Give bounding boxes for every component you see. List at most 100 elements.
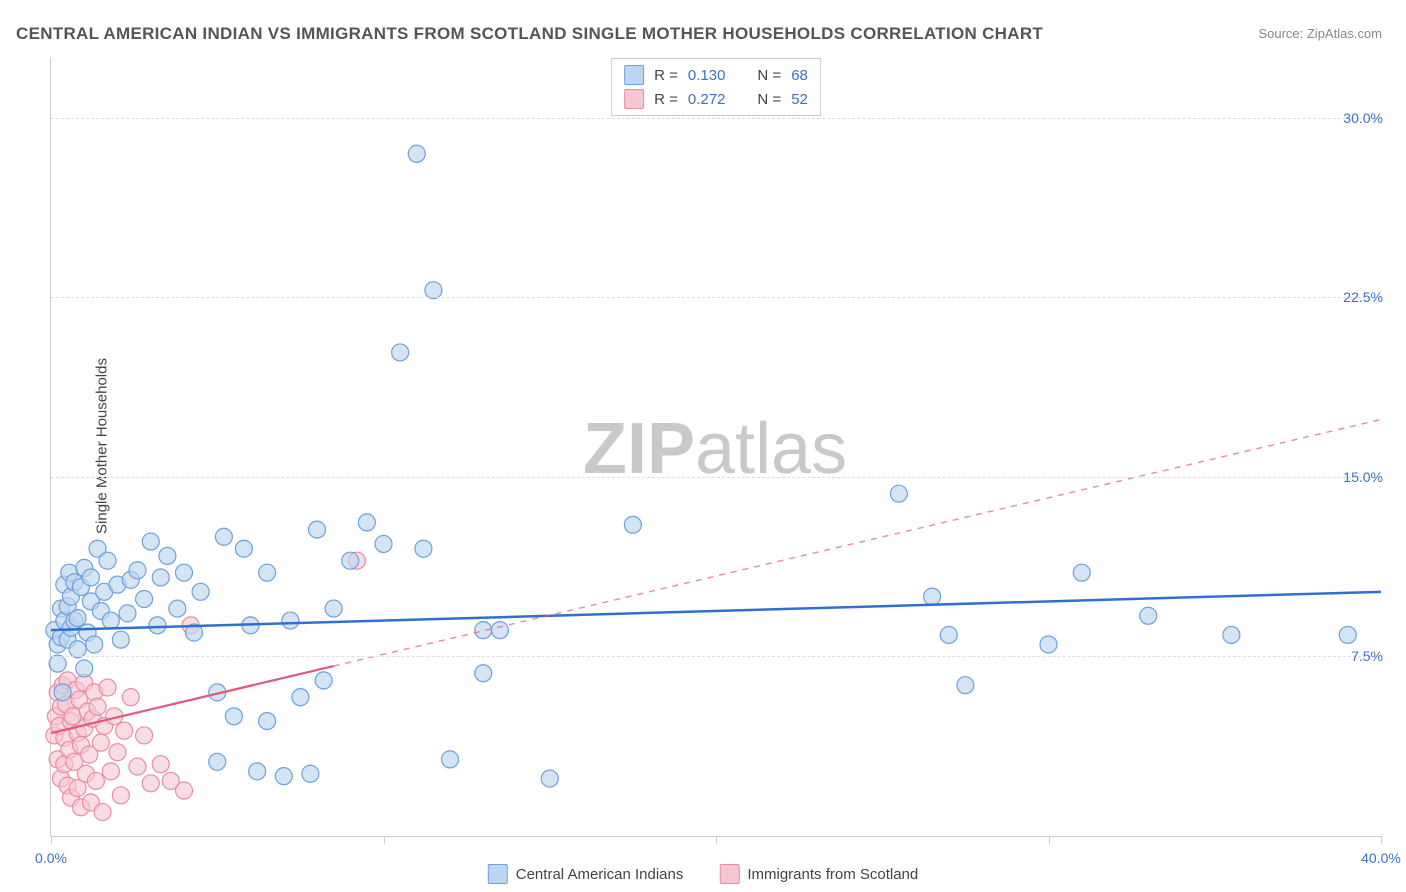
y-tick-label: 7.5% xyxy=(1351,648,1383,664)
scatter-point-a xyxy=(309,521,326,538)
r-value: 0.272 xyxy=(688,91,726,108)
n-label: N = xyxy=(757,91,781,108)
scatter-point-a xyxy=(1223,626,1240,643)
legend-label: Central American Indians xyxy=(516,866,684,883)
scatter-point-a xyxy=(152,569,169,586)
scatter-point-a xyxy=(442,751,459,768)
scatter-point-b xyxy=(122,689,139,706)
bottom-legend-item: Immigrants from Scotland xyxy=(719,864,918,884)
scatter-point-a xyxy=(259,564,276,581)
scatter-point-a xyxy=(192,583,209,600)
scatter-point-a xyxy=(1339,626,1356,643)
scatter-point-a xyxy=(76,660,93,677)
chart-svg xyxy=(51,58,1381,836)
legend-swatch xyxy=(719,864,739,884)
scatter-point-a xyxy=(325,600,342,617)
trend-line-b-dashed xyxy=(334,419,1381,666)
bottom-legend-item: Central American Indians xyxy=(488,864,684,884)
scatter-point-b xyxy=(116,722,133,739)
scatter-point-a xyxy=(149,617,166,634)
source-label: Source: ZipAtlas.com xyxy=(1258,26,1382,41)
scatter-point-a xyxy=(99,552,116,569)
scatter-point-a xyxy=(890,485,907,502)
scatter-point-a xyxy=(1073,564,1090,581)
x-tick xyxy=(716,836,717,844)
scatter-point-b xyxy=(176,782,193,799)
scatter-point-a xyxy=(102,612,119,629)
x-tick xyxy=(1049,836,1050,844)
scatter-point-b xyxy=(129,758,146,775)
scatter-point-a xyxy=(259,713,276,730)
scatter-point-a xyxy=(176,564,193,581)
scatter-point-a xyxy=(169,600,186,617)
scatter-point-a xyxy=(136,591,153,608)
scatter-point-a xyxy=(209,753,226,770)
y-tick-label: 22.5% xyxy=(1343,289,1383,305)
scatter-point-a xyxy=(235,540,252,557)
scatter-point-a xyxy=(159,547,176,564)
scatter-point-a xyxy=(1040,636,1057,653)
scatter-point-b xyxy=(112,787,129,804)
scatter-point-a xyxy=(86,636,103,653)
n-label: N = xyxy=(757,67,781,84)
chart-title: CENTRAL AMERICAN INDIAN VS IMMIGRANTS FR… xyxy=(16,24,1043,44)
scatter-point-b xyxy=(99,679,116,696)
scatter-point-a xyxy=(425,282,442,299)
scatter-point-a xyxy=(624,516,641,533)
scatter-point-b xyxy=(152,756,169,773)
grid-line xyxy=(51,477,1381,478)
x-tick-label: 0.0% xyxy=(35,850,67,866)
scatter-point-a xyxy=(249,763,266,780)
scatter-point-a xyxy=(1140,607,1157,624)
scatter-point-a xyxy=(408,145,425,162)
stat-legend: R = 0.130 N = 68R = 0.272 N = 52 xyxy=(611,58,821,116)
trend-line-a xyxy=(51,592,1381,630)
scatter-point-a xyxy=(315,672,332,689)
scatter-point-a xyxy=(225,708,242,725)
scatter-point-a xyxy=(375,535,392,552)
scatter-point-a xyxy=(292,689,309,706)
x-tick xyxy=(51,836,52,844)
scatter-point-a xyxy=(49,655,66,672)
scatter-point-a xyxy=(475,665,492,682)
y-tick-label: 15.0% xyxy=(1343,469,1383,485)
y-tick-label: 30.0% xyxy=(1343,110,1383,126)
scatter-point-a xyxy=(54,684,71,701)
grid-line xyxy=(51,118,1381,119)
stat-legend-row: R =0.272N =52 xyxy=(624,87,808,111)
n-value: 68 xyxy=(791,67,808,84)
scatter-point-a xyxy=(142,533,159,550)
scatter-point-a xyxy=(302,765,319,782)
scatter-point-a xyxy=(541,770,558,787)
plot-area: ZIPatlas R =0.130N =68R =0.272N =52 7.5%… xyxy=(50,58,1381,837)
scatter-point-a xyxy=(940,626,957,643)
legend-swatch xyxy=(624,65,644,85)
stat-legend-row: R = 0.130 N = 68 xyxy=(624,63,808,87)
r-label: R = xyxy=(654,67,678,84)
x-tick xyxy=(1381,836,1382,844)
r-value: 0.130 xyxy=(688,67,726,84)
legend-label: Immigrants from Scotland xyxy=(747,866,918,883)
scatter-point-a xyxy=(957,677,974,694)
scatter-point-a xyxy=(119,605,136,622)
scatter-point-b xyxy=(109,744,126,761)
scatter-point-a xyxy=(112,631,129,648)
x-tick xyxy=(384,836,385,844)
scatter-point-b xyxy=(94,804,111,821)
x-tick-label: 40.0% xyxy=(1361,850,1401,866)
scatter-point-b xyxy=(102,763,119,780)
scatter-point-b xyxy=(142,775,159,792)
n-value: 52 xyxy=(791,91,808,108)
scatter-point-a xyxy=(358,514,375,531)
bottom-legend: Central American Indians Immigrants from … xyxy=(488,864,918,884)
scatter-point-a xyxy=(69,641,86,658)
scatter-point-a xyxy=(69,610,86,627)
scatter-point-a xyxy=(282,612,299,629)
chart-container: CENTRAL AMERICAN INDIAN VS IMMIGRANTS FR… xyxy=(0,0,1406,892)
scatter-point-b xyxy=(89,698,106,715)
legend-swatch xyxy=(624,89,644,109)
scatter-point-a xyxy=(342,552,359,569)
scatter-point-b xyxy=(87,772,104,789)
scatter-point-b xyxy=(136,727,153,744)
grid-line xyxy=(51,656,1381,657)
